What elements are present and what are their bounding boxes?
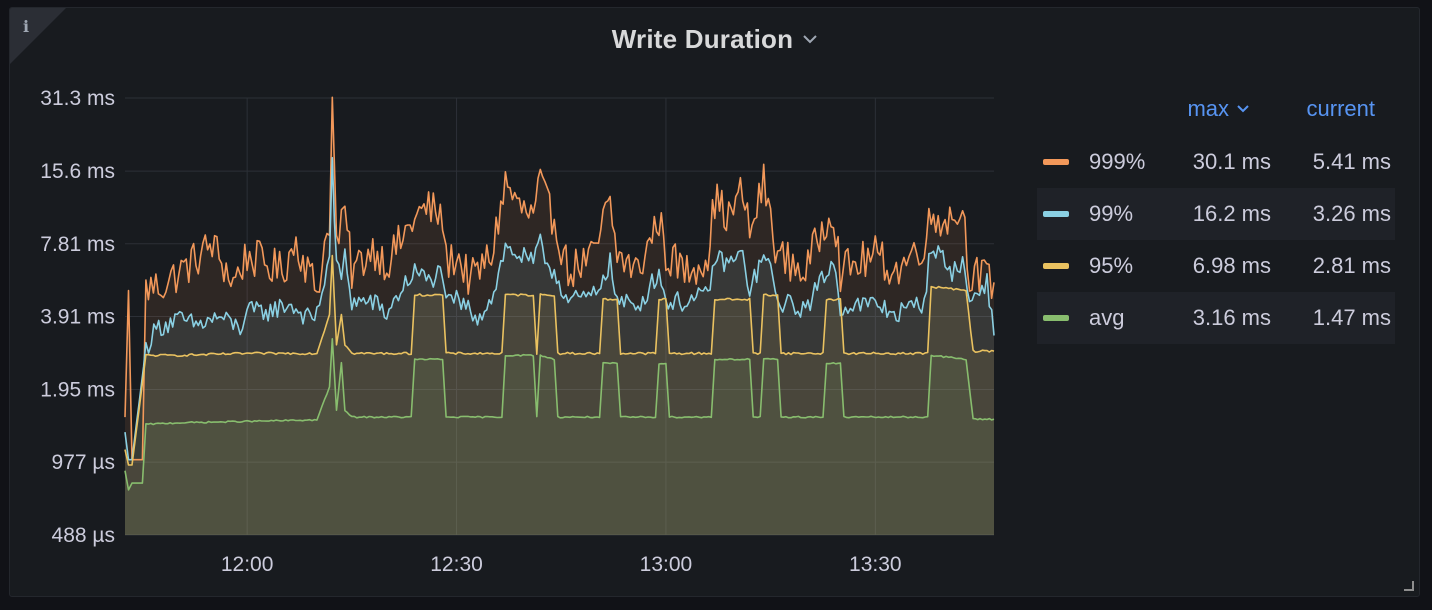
legend-series-name[interactable]: 999% bbox=[1089, 149, 1146, 174]
legend-swatch bbox=[1043, 159, 1069, 165]
panel-title[interactable]: Write Duration bbox=[10, 20, 1419, 55]
legend-series-name[interactable]: 99% bbox=[1089, 201, 1134, 226]
legend-series-name[interactable]: avg bbox=[1089, 305, 1125, 330]
legend-value-max: 3.16 ms bbox=[1192, 305, 1271, 330]
series-line-999p bbox=[124, 96, 995, 461]
chevron-down-icon[interactable] bbox=[803, 20, 817, 51]
series-area-99p bbox=[125, 157, 994, 535]
legend-row-99[interactable]: 99% 16.2 ms 3.26 ms bbox=[1037, 188, 1395, 240]
legend-header-current[interactable]: current bbox=[1306, 96, 1375, 121]
legend-header-max-label: max bbox=[1187, 96, 1229, 121]
x-tick-label: 13:00 bbox=[640, 553, 693, 576]
legend-swatch bbox=[1043, 211, 1069, 217]
legend-value-current: 1.47 ms bbox=[1312, 305, 1391, 330]
series-line-avg bbox=[124, 338, 995, 491]
graph-panel: i Write Duration 31.3 ms 15.6 ms 7.81 ms 3.… bbox=[9, 7, 1420, 597]
chart-grid bbox=[125, 97, 994, 536]
legend-row-95[interactable]: 95% 6.98 ms 2.81 ms bbox=[1037, 240, 1395, 292]
legend-swatch bbox=[1043, 315, 1069, 321]
legend-header: max current bbox=[1037, 94, 1395, 136]
chevron-down-icon bbox=[1237, 105, 1249, 113]
series-areas bbox=[125, 97, 994, 536]
legend-header-max[interactable]: max bbox=[1187, 96, 1250, 122]
legend-row-avg[interactable]: avg 3.16 ms 1.47 ms bbox=[1037, 292, 1395, 344]
legend-value-max: 16.2 ms bbox=[1192, 201, 1271, 226]
series-line-95p bbox=[124, 254, 995, 466]
legend-row-999[interactable]: 999% 30.1 ms 5.41 ms bbox=[1037, 136, 1395, 188]
x-tick-label: 12:00 bbox=[221, 553, 274, 576]
series-area-999p bbox=[125, 97, 994, 536]
x-tick-label: 12:30 bbox=[430, 553, 483, 576]
legend-value-max: 30.1 ms bbox=[1192, 149, 1271, 174]
panel-title-text: Write Duration bbox=[611, 24, 794, 54]
legend-value-current: 5.41 ms bbox=[1312, 149, 1391, 174]
series-lines bbox=[124, 96, 995, 491]
y-tick-label: 3.91 ms bbox=[40, 305, 115, 328]
legend-value-current: 3.26 ms bbox=[1312, 201, 1391, 226]
time-series-chart[interactable]: 31.3 ms 15.6 ms 7.81 ms 3.91 ms 1.95 ms 977 µ… bbox=[10, 8, 1010, 597]
series-area-avg bbox=[125, 338, 994, 535]
legend-swatch bbox=[1043, 263, 1069, 269]
panel-info-corner[interactable] bbox=[10, 8, 66, 64]
resize-handle-icon[interactable] bbox=[1404, 581, 1414, 591]
x-tick-label: 13:30 bbox=[849, 553, 902, 576]
y-tick-label: 15.6 ms bbox=[40, 160, 115, 183]
legend-table: max current 999% 30.1 ms 5.41 ms 99% 16.… bbox=[1037, 94, 1395, 344]
info-icon[interactable]: i bbox=[23, 17, 30, 36]
y-tick-label: 31.3 ms bbox=[40, 87, 115, 110]
series-line-99p bbox=[124, 156, 995, 461]
y-tick-label: 488 µs bbox=[52, 524, 115, 547]
legend-series-name[interactable]: 95% bbox=[1089, 253, 1134, 278]
y-axis: 31.3 ms 15.6 ms 7.81 ms 3.91 ms 1.95 ms 977 µ… bbox=[40, 87, 115, 547]
y-tick-label: 977 µs bbox=[52, 451, 115, 474]
legend-value-max: 6.98 ms bbox=[1192, 253, 1271, 278]
y-tick-label: 7.81 ms bbox=[40, 233, 115, 256]
x-axis: 12:00 12:30 13:00 13:30 bbox=[221, 553, 902, 576]
legend-value-current: 2.81 ms bbox=[1312, 253, 1391, 278]
y-tick-label: 1.95 ms bbox=[40, 379, 115, 402]
